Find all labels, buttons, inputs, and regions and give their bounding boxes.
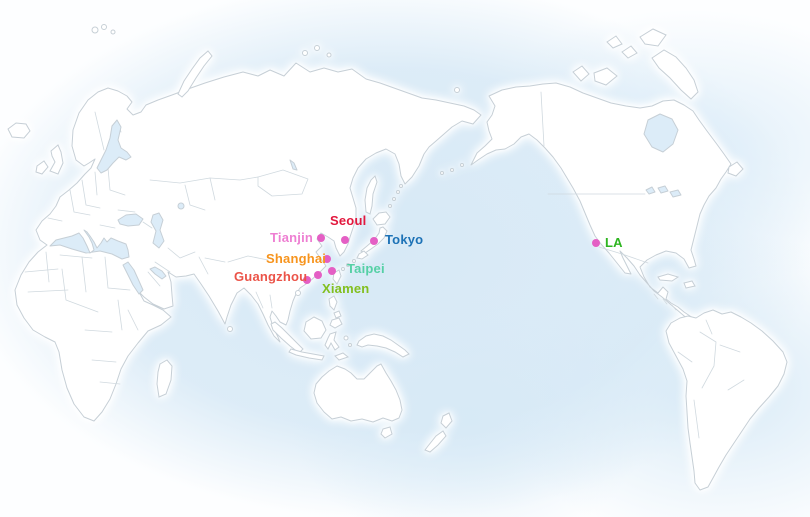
island-tasmania <box>380 426 393 439</box>
island-timor <box>334 352 350 361</box>
city-label-xiamen: Xiamen <box>322 281 370 296</box>
city-label-tianjin: Tianjin <box>270 230 314 245</box>
island-aleutian-3 <box>440 171 444 175</box>
island-kyushu <box>356 250 369 260</box>
island-sri-lanka <box>227 326 233 332</box>
city-marker-tokyo <box>370 237 378 245</box>
island-arctic-1 <box>621 45 638 59</box>
island-ryukyu-2 <box>346 263 350 267</box>
sea-hudson-bay <box>643 113 679 153</box>
island-kuril-2 <box>392 197 396 201</box>
continent-south-america <box>665 309 788 491</box>
city-label-guangzhou: Guangzhou <box>234 269 308 284</box>
sea-mediterranean <box>49 229 130 260</box>
city-marker-tianjin <box>317 234 325 242</box>
island-sulawesi <box>324 331 340 351</box>
lake-aral <box>177 202 185 210</box>
city-label-la: LA <box>605 235 623 250</box>
lake-baikal <box>289 159 298 171</box>
city-marker-shanghai <box>323 255 331 263</box>
island-sakhalin <box>364 175 378 215</box>
island-baffin <box>651 49 699 100</box>
island-severnaya-2 <box>314 45 320 51</box>
city-label-tokyo: Tokyo <box>385 232 424 247</box>
city-marker-taipei <box>328 267 336 275</box>
island-ireland <box>35 160 49 175</box>
island-java <box>288 348 325 361</box>
island-new-guinea <box>356 333 410 358</box>
island-great-britain <box>49 144 64 175</box>
sea-baltic <box>96 119 132 174</box>
island-ryukyu-3 <box>341 267 345 271</box>
island-newfoundland <box>727 161 744 177</box>
city-marker-guangzhou <box>303 276 311 284</box>
island-severnaya-3 <box>326 52 332 58</box>
island-moluccas-2 <box>348 343 352 347</box>
sea-red <box>122 261 144 295</box>
country-borders <box>24 91 745 439</box>
landmasses <box>7 24 788 491</box>
island-kuril-4 <box>399 184 403 188</box>
island-hokkaido <box>372 211 391 226</box>
sea-black <box>117 213 144 227</box>
lake-great-lakes-1 <box>645 186 656 195</box>
island-wrangel <box>454 87 460 93</box>
lake-great-lakes-3 <box>669 189 682 198</box>
continent-afro-eurasia <box>14 62 482 422</box>
island-nz-south <box>424 430 447 453</box>
island-moluccas-1 <box>343 335 349 341</box>
island-svalbard-2 <box>101 24 107 30</box>
island-aleutian-1 <box>460 163 464 167</box>
island-svalbard <box>91 26 99 34</box>
inland-seas <box>49 113 682 295</box>
island-aleutian-2 <box>450 168 454 172</box>
island-victoria <box>593 67 618 86</box>
sea-caspian <box>150 212 165 249</box>
island-cuba <box>657 273 680 282</box>
island-arctic-2 <box>606 35 623 49</box>
island-severnaya <box>302 50 308 56</box>
island-madagascar <box>156 359 173 398</box>
island-kuril-3 <box>396 190 400 194</box>
island-hainan <box>295 290 301 296</box>
island-visayas <box>333 310 342 319</box>
city-label-taipei: Taipei <box>347 261 385 276</box>
island-borneo <box>303 316 327 340</box>
lake-great-lakes-2 <box>657 185 669 194</box>
city-label-seoul: Seoul <box>330 213 367 228</box>
island-mindanao <box>329 317 343 329</box>
island-hispaniola <box>683 280 696 289</box>
island-kuril-1 <box>388 204 392 208</box>
continent-australia <box>313 363 403 423</box>
city-marker-xiamen <box>314 271 322 279</box>
island-novaya-zemlya <box>177 50 213 98</box>
city-marker-seoul <box>341 236 349 244</box>
island-svalbard-3 <box>110 29 116 35</box>
island-nz-north <box>440 412 453 429</box>
island-iceland <box>7 122 31 139</box>
city-marker-la <box>592 239 600 247</box>
city-label-shanghai: Shanghai <box>266 251 327 266</box>
island-luzon <box>328 295 338 311</box>
island-ellesmere <box>639 28 667 47</box>
island-banks <box>572 65 590 82</box>
sea-persian-gulf <box>149 266 167 280</box>
island-ryukyu-1 <box>352 259 356 263</box>
